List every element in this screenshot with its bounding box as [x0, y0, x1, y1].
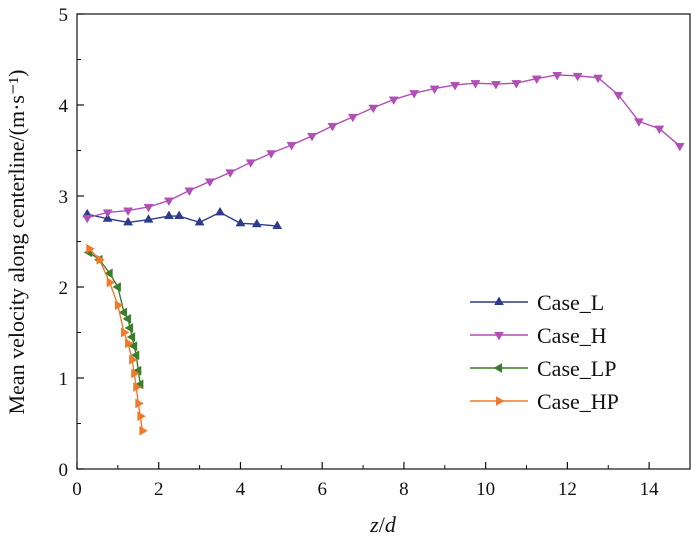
data-point-case-hp: [96, 254, 105, 265]
x-tick-label: 4: [236, 479, 246, 500]
data-point-case-l: [143, 214, 154, 223]
y-axis-title: Mean velocity along centerline/(m·s⁻¹): [4, 69, 29, 414]
data-point-case-l: [123, 216, 134, 226]
data-point-case-h: [409, 90, 420, 99]
data-point-case-h: [164, 197, 174, 207]
data-point-case-h: [674, 142, 685, 152]
data-point-case-h: [429, 85, 440, 95]
y-tick-label: 5: [59, 5, 69, 26]
x-tick-label: 14: [640, 479, 660, 500]
x-tick-label: 8: [399, 479, 409, 500]
data-point-case-h: [245, 159, 256, 168]
y-tick-label: 4: [59, 96, 69, 117]
x-axis-ticks: 0 2 4 6 8 10 12 14: [72, 462, 659, 500]
data-point-case-lp: [118, 307, 127, 318]
data-point-case-h: [204, 178, 215, 187]
legend-item-case-hp: Case_HP: [470, 389, 619, 414]
data-point-case-lp: [112, 282, 121, 292]
data-point-case-h: [368, 104, 379, 114]
data-point-case-h: [327, 122, 338, 132]
data-point-case-h: [102, 209, 113, 218]
data-point-case-hp: [131, 368, 140, 379]
data-point-case-h: [184, 187, 195, 197]
data-point-case-l: [174, 210, 185, 220]
legend-swatch-marker: [493, 363, 502, 373]
legend-label: Case_LP: [537, 356, 616, 381]
data-point-case-hp: [135, 398, 144, 409]
data-point-case-hp: [106, 277, 116, 288]
series-layer: [82, 71, 685, 436]
data-point-case-hp: [120, 327, 130, 338]
data-point-case-hp: [133, 382, 142, 393]
y-tick-label: 2: [59, 278, 69, 299]
legend-swatch-marker: [494, 332, 504, 341]
data-point-case-lp: [124, 323, 134, 333]
data-point-case-lp: [122, 313, 132, 324]
data-point-case-hp: [114, 300, 124, 311]
y-axis-ticks: 0 1 2 3 4 5: [59, 5, 84, 481]
legend-item-case-l: Case_L: [470, 290, 604, 315]
data-point-case-lp: [126, 332, 136, 342]
data-point-case-hp: [139, 425, 148, 436]
data-point-case-h: [654, 125, 665, 135]
data-point-case-h: [123, 207, 134, 217]
series-case-h: [82, 71, 685, 224]
data-point-case-h: [266, 150, 277, 159]
data-point-case-h: [633, 118, 644, 127]
y-tick-label: 0: [59, 460, 69, 481]
data-point-case-h: [613, 91, 624, 101]
data-point-case-h: [143, 203, 154, 213]
legend: Case_L Case_H Case_LP Case_HP: [470, 290, 619, 414]
data-point-case-h: [572, 72, 583, 82]
legend-swatch-marker: [496, 396, 505, 406]
data-point-case-hp: [129, 354, 138, 365]
series-case-l: [82, 206, 283, 230]
data-point-case-l: [164, 210, 174, 220]
legend-label: Case_L: [537, 290, 604, 315]
data-point-case-h: [82, 214, 93, 224]
data-point-case-h: [531, 75, 542, 85]
x-tick-label: 2: [154, 479, 164, 500]
legend-swatch-marker: [494, 296, 504, 305]
data-point-case-h: [552, 71, 563, 81]
data-point-case-h: [490, 81, 501, 90]
data-point-case-h: [450, 81, 460, 91]
x-axis-title: z/d: [369, 512, 397, 537]
data-point-case-h: [347, 113, 358, 123]
data-point-case-h: [286, 142, 297, 151]
data-point-case-h: [593, 74, 603, 84]
data-point-case-l: [272, 220, 283, 230]
data-point-case-hp: [86, 243, 95, 254]
data-point-case-h: [470, 80, 481, 89]
data-point-case-h: [307, 132, 317, 142]
data-point-case-l: [251, 218, 262, 228]
data-point-case-l: [235, 217, 246, 227]
series-line-case-h: [87, 74, 681, 219]
legend-label: Case_H: [537, 323, 607, 348]
data-point-case-h: [511, 80, 522, 89]
x-tick-label: 6: [317, 479, 327, 500]
data-point-case-hp: [137, 411, 146, 422]
data-point-case-h: [388, 96, 399, 106]
data-point-case-lp: [130, 350, 140, 361]
x-tick-label: 12: [558, 479, 577, 500]
series-line-case-l: [87, 211, 278, 227]
legend-item-case-h: Case_H: [470, 323, 607, 348]
x-tick-label: 10: [476, 479, 495, 500]
data-point-case-h: [225, 169, 236, 178]
y-tick-label: 1: [59, 369, 69, 390]
data-point-case-lp: [104, 268, 113, 279]
data-point-case-l: [215, 206, 225, 216]
data-point-case-lp: [128, 341, 138, 352]
x-tick-label: 0: [72, 479, 82, 500]
legend-label: Case_HP: [537, 389, 619, 414]
data-point-case-l: [194, 216, 205, 226]
series-case-lp: [83, 247, 144, 390]
y-tick-label: 3: [59, 187, 69, 208]
series-case-hp: [86, 243, 148, 436]
data-point-case-hp: [125, 338, 134, 349]
legend-item-case-lp: Case_LP: [470, 356, 616, 381]
